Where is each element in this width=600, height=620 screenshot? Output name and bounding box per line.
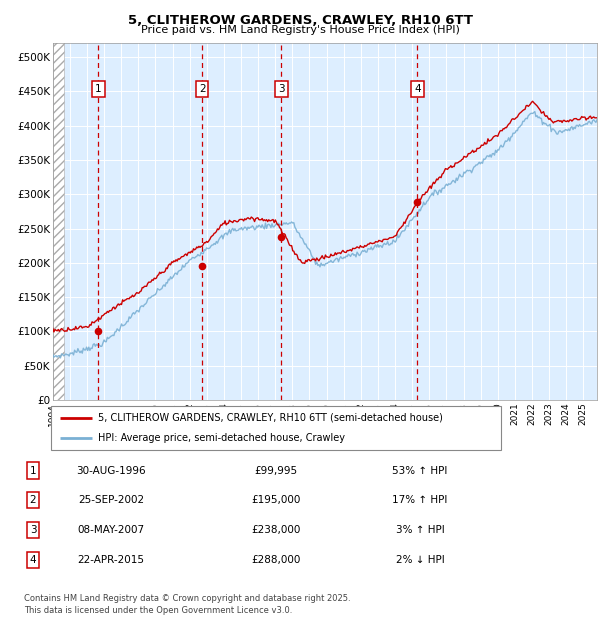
Text: 5, CLITHEROW GARDENS, CRAWLEY, RH10 6TT: 5, CLITHEROW GARDENS, CRAWLEY, RH10 6TT xyxy=(128,14,473,27)
Text: 3% ↑ HPI: 3% ↑ HPI xyxy=(395,525,445,535)
Text: 3: 3 xyxy=(278,84,285,94)
Text: 08-MAY-2007: 08-MAY-2007 xyxy=(77,525,145,535)
Text: 1: 1 xyxy=(29,466,37,476)
Text: Contains HM Land Registry data © Crown copyright and database right 2025.: Contains HM Land Registry data © Crown c… xyxy=(24,595,350,603)
Text: 4: 4 xyxy=(29,555,37,565)
Text: HPI: Average price, semi-detached house, Crawley: HPI: Average price, semi-detached house,… xyxy=(98,433,345,443)
Text: 22-APR-2015: 22-APR-2015 xyxy=(77,555,145,565)
Text: £238,000: £238,000 xyxy=(251,525,301,535)
Text: £195,000: £195,000 xyxy=(251,495,301,505)
Text: 5, CLITHEROW GARDENS, CRAWLEY, RH10 6TT (semi-detached house): 5, CLITHEROW GARDENS, CRAWLEY, RH10 6TT … xyxy=(98,413,443,423)
Text: Price paid vs. HM Land Registry's House Price Index (HPI): Price paid vs. HM Land Registry's House … xyxy=(140,25,460,35)
Text: 2: 2 xyxy=(29,495,37,505)
Text: This data is licensed under the Open Government Licence v3.0.: This data is licensed under the Open Gov… xyxy=(24,606,292,614)
Text: 53% ↑ HPI: 53% ↑ HPI xyxy=(392,466,448,476)
Text: £288,000: £288,000 xyxy=(251,555,301,565)
FancyBboxPatch shape xyxy=(51,406,501,450)
Text: 3: 3 xyxy=(29,525,37,535)
Text: 1: 1 xyxy=(95,84,101,94)
Text: £99,995: £99,995 xyxy=(254,466,298,476)
Text: 25-SEP-2002: 25-SEP-2002 xyxy=(78,495,144,505)
Text: 30-AUG-1996: 30-AUG-1996 xyxy=(76,466,146,476)
Text: 2: 2 xyxy=(199,84,206,94)
Text: 4: 4 xyxy=(414,84,421,94)
Text: 2% ↓ HPI: 2% ↓ HPI xyxy=(395,555,445,565)
Text: 17% ↑ HPI: 17% ↑ HPI xyxy=(392,495,448,505)
